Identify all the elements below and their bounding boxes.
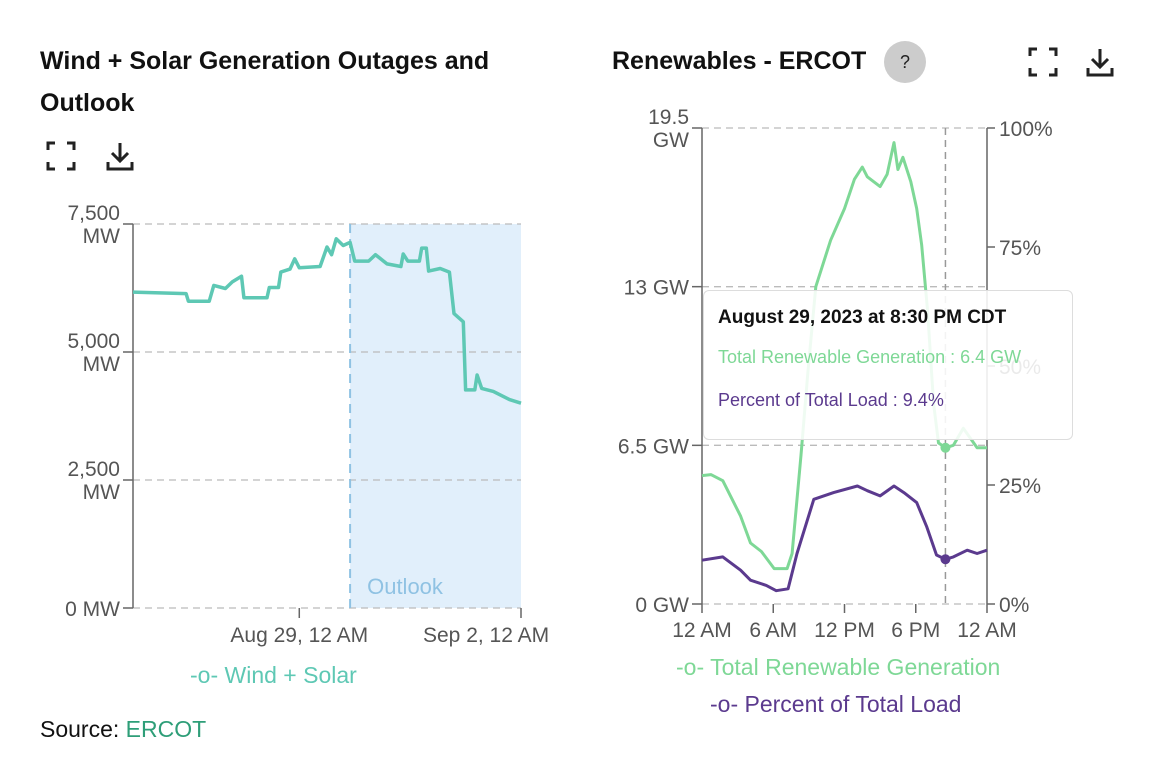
legend-marker-icon: -o- bbox=[676, 654, 705, 680]
y-tick-label: 19.5 bbox=[648, 106, 689, 129]
y-tick-label: 6.5 GW bbox=[618, 435, 689, 458]
legend-percent[interactable]: -o- Percent of Total Load bbox=[710, 691, 961, 718]
y-tick-unit: GW bbox=[653, 129, 689, 152]
download-icon[interactable] bbox=[104, 140, 136, 172]
source-line: Source: ERCOT bbox=[40, 716, 206, 743]
hover-marker-percent bbox=[940, 554, 951, 565]
series-line-wind-solar bbox=[132, 237, 522, 405]
y-tick-unit: MW bbox=[83, 481, 120, 504]
legend-marker-icon: -o- bbox=[190, 662, 219, 688]
series-line-percent bbox=[701, 484, 988, 593]
legend-label: Wind + Solar bbox=[224, 662, 357, 688]
x-tick-label: 6 AM bbox=[749, 619, 797, 642]
fullscreen-icon[interactable] bbox=[45, 140, 77, 172]
y-tick-label: 0 GW bbox=[635, 594, 689, 617]
y2-tick-label: 0% bbox=[999, 594, 1029, 617]
legend-renewable[interactable]: -o- Total Renewable Generation bbox=[676, 654, 1000, 681]
y-tick-label: 13 GW bbox=[624, 277, 690, 300]
legend-label: Percent of Total Load bbox=[744, 691, 962, 717]
x-tick-label: Sep 2, 12 AM bbox=[423, 624, 549, 647]
right-chart-title: Renewables - ERCOT bbox=[612, 47, 867, 75]
y2-tick-label: 25% bbox=[999, 475, 1041, 498]
chart-tooltip: August 29, 2023 at 8:30 PM CDT Total Ren… bbox=[703, 290, 1073, 440]
x-tick-label: 12 PM bbox=[814, 619, 875, 642]
x-tick-label: 6 PM bbox=[891, 619, 940, 642]
legend-label: Total Renewable Generation bbox=[710, 654, 1001, 680]
source-link[interactable]: ERCOT bbox=[125, 716, 207, 742]
legend-marker-icon: -o- bbox=[710, 691, 739, 717]
outlook-label: Outlook bbox=[367, 574, 444, 599]
y-tick-label: 7,500 bbox=[67, 202, 120, 225]
tooltip-renewable: Total Renewable Generation : 6.4 GW bbox=[718, 347, 1022, 367]
y-tick-label: 5,000 bbox=[67, 330, 120, 353]
tooltip-percent: Percent of Total Load : 9.4% bbox=[718, 390, 944, 410]
x-tick-label: 12 AM bbox=[957, 619, 1017, 642]
y-tick-label: 0 MW bbox=[65, 598, 120, 621]
fullscreen-icon[interactable] bbox=[1027, 46, 1059, 78]
tooltip-title: August 29, 2023 at 8:30 PM CDT bbox=[718, 307, 1007, 328]
y2-tick-label: 75% bbox=[999, 237, 1041, 260]
help-button[interactable]: ? bbox=[884, 41, 926, 83]
download-icon[interactable] bbox=[1084, 46, 1116, 78]
hover-marker-renewable bbox=[940, 442, 951, 453]
x-tick-label: Aug 29, 12 AM bbox=[230, 624, 368, 647]
y-tick-label: 2,500 bbox=[67, 458, 120, 481]
y-tick-unit: MW bbox=[83, 225, 120, 248]
y2-tick-label: 100% bbox=[999, 118, 1053, 141]
source-label: Source: bbox=[40, 716, 126, 742]
legend-wind-solar[interactable]: -o- Wind + Solar bbox=[190, 662, 357, 689]
outlook-region bbox=[350, 224, 521, 608]
x-tick-label: 12 AM bbox=[672, 619, 732, 642]
left-chart-title: Wind + Solar Generation Outages and Outl… bbox=[40, 47, 490, 117]
y-tick-unit: MW bbox=[83, 353, 120, 376]
